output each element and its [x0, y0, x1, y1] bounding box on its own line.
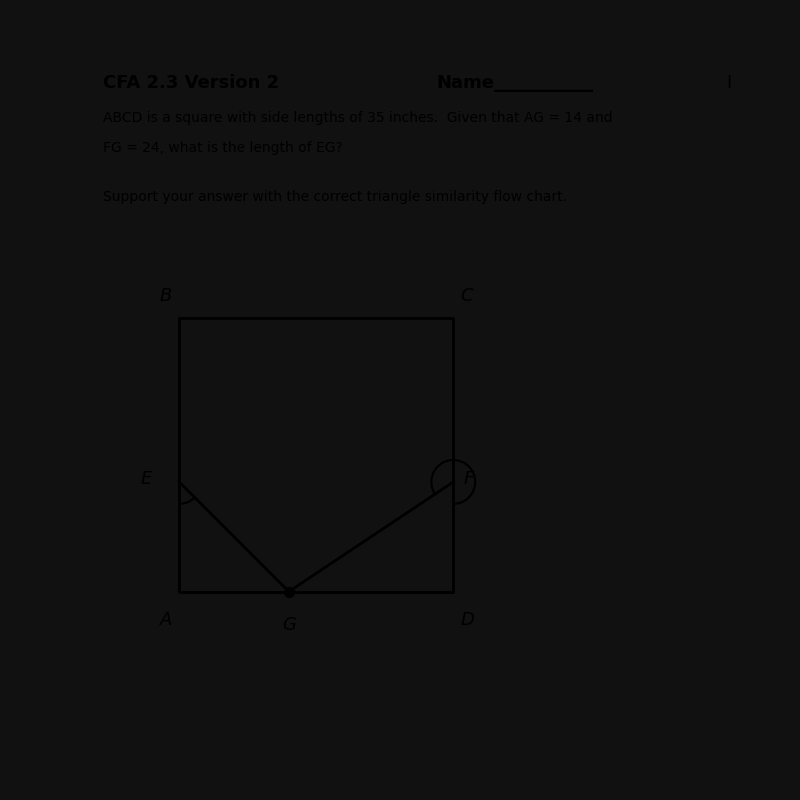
- Text: E: E: [141, 470, 152, 489]
- Text: Name___________: Name___________: [436, 74, 593, 92]
- Text: F: F: [463, 470, 474, 489]
- Text: C: C: [461, 287, 474, 305]
- Text: A: A: [159, 611, 172, 630]
- Text: ABCD is a square with side lengths of 35 inches.  Given that AG = 14 and: ABCD is a square with side lengths of 35…: [103, 110, 613, 125]
- Text: FG = 24, what is the length of EG?: FG = 24, what is the length of EG?: [103, 141, 343, 155]
- Text: G: G: [282, 616, 296, 634]
- Text: Support your answer with the correct triangle similarity flow chart.: Support your answer with the correct tri…: [103, 190, 567, 204]
- Text: I: I: [726, 74, 732, 92]
- Text: B: B: [159, 287, 172, 305]
- Text: D: D: [461, 611, 474, 630]
- Text: CFA 2.3 Version 2: CFA 2.3 Version 2: [103, 74, 279, 92]
